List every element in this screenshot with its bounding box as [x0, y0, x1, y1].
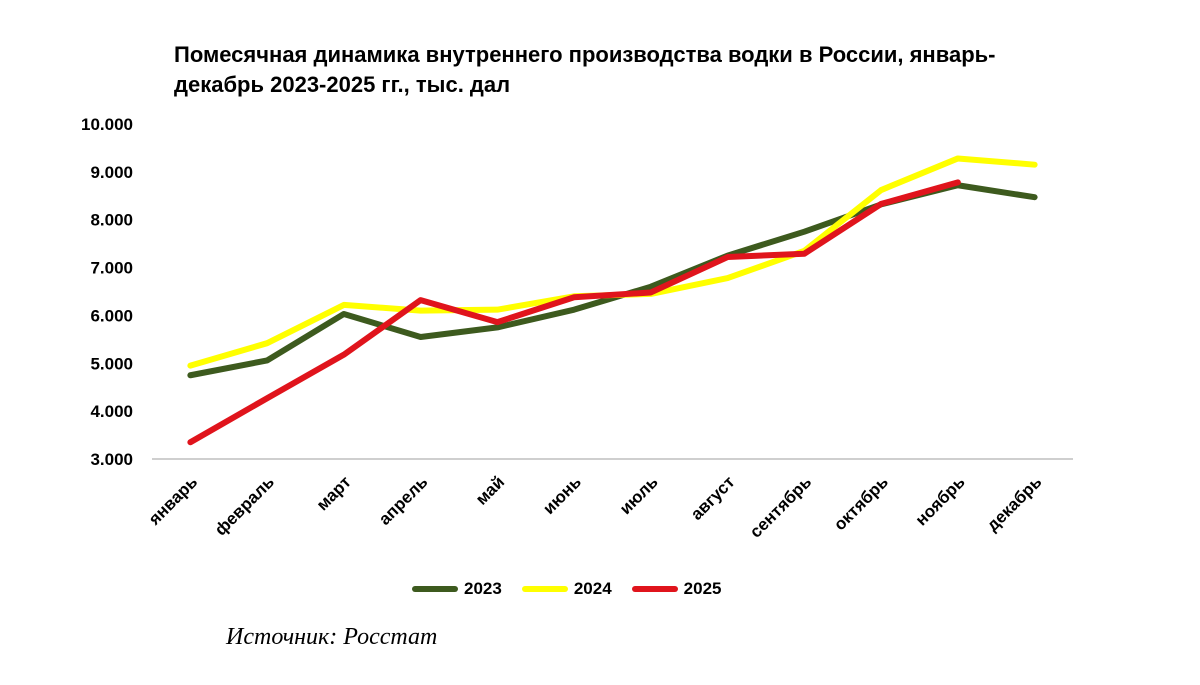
- chart-title: Помесячная динамика внутреннего производ…: [174, 40, 1134, 100]
- x-tick-label: июнь: [539, 472, 585, 518]
- legend-swatch-2025: [631, 586, 678, 592]
- chart-title-line-1: Помесячная динамика внутреннего производ…: [174, 42, 996, 67]
- legend: 2023 2024 2025: [412, 576, 741, 602]
- x-tick-label: ноябрь: [912, 472, 969, 529]
- legend-item-2025: 2025: [631, 579, 722, 599]
- line-chart: 3.000 4.000 5.000 6.000 7.000 8.000 9.000 10.00…: [81, 115, 1073, 542]
- x-tick-label: август: [687, 472, 738, 523]
- legend-item-2024: 2024: [521, 579, 612, 599]
- x-tick-label: январь: [144, 472, 201, 529]
- y-tick-label: 9.000: [90, 163, 133, 182]
- legend-label-2024: 2024: [573, 579, 612, 598]
- series-line-2025: [187, 179, 961, 446]
- chart-title-line-2: декабрь 2023-2025 гг., тыс. дал: [174, 72, 511, 97]
- series-group: [187, 155, 1038, 446]
- source-note: Источник: Росстат: [226, 624, 438, 650]
- y-tick-label: 4.000: [90, 402, 133, 421]
- y-tick-label: 7.000: [90, 259, 133, 278]
- legend-swatch-2023: [412, 586, 458, 592]
- x-tick-label: октябрь: [830, 472, 892, 534]
- y-axis: 3.000 4.000 5.000 6.000 7.000 8.000 9.000 10.00…: [81, 115, 133, 469]
- legend-label-2023: 2023: [464, 579, 502, 598]
- x-tick-label: сентябрь: [746, 472, 815, 541]
- legend-swatch-2024: [521, 586, 568, 592]
- x-tick-label: апрель: [375, 472, 431, 528]
- y-tick-label: 8.000: [90, 211, 133, 230]
- x-tick-label: декабрь: [983, 472, 1046, 535]
- y-tick-label: 10.000: [81, 115, 133, 134]
- series-line-2023: [187, 182, 1038, 379]
- series-line-2024: [187, 155, 1038, 369]
- x-tick-label: июль: [616, 472, 662, 518]
- y-tick-label: 3.000: [90, 450, 133, 469]
- y-tick-label: 5.000: [90, 354, 133, 373]
- y-tick-label: 6.000: [90, 306, 133, 325]
- x-tick-label: февраль: [211, 472, 278, 539]
- x-axis: январь февраль март апрель май июнь июль август…: [144, 472, 1045, 541]
- legend-item-2023: 2023: [412, 579, 502, 599]
- x-tick-label: май: [472, 472, 508, 508]
- legend-label-2025: 2025: [683, 579, 722, 598]
- x-tick-label: март: [313, 472, 355, 514]
